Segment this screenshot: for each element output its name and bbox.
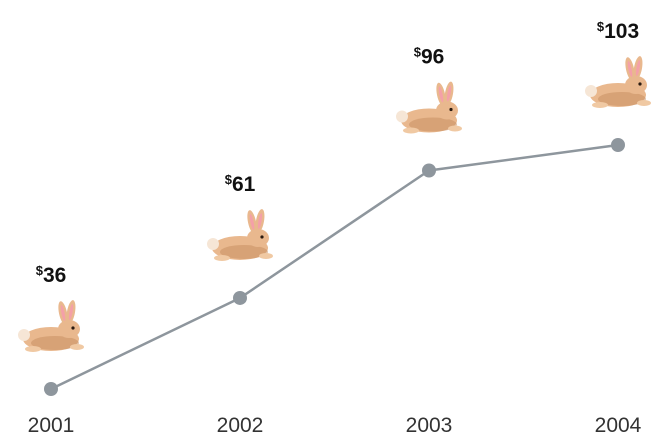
- rabbit-icon-shape: [396, 80, 462, 134]
- rabbit-icon: [207, 208, 273, 261]
- data-point: [233, 290, 247, 305]
- x-tick-label: 2002: [217, 414, 264, 437]
- data-label-value: 96: [421, 45, 444, 68]
- data-label-value: 36: [43, 264, 66, 287]
- rabbit-icon-shape: [18, 299, 84, 352]
- data-point: [422, 163, 436, 178]
- x-tick-label: 2001: [28, 414, 75, 437]
- series-line: [50, 143, 619, 391]
- data-label-currency: $: [414, 44, 422, 59]
- data-label: $96: [414, 44, 445, 68]
- data-label-value: 103: [604, 20, 639, 43]
- data-label-currency: $: [225, 172, 233, 187]
- data-label: $36: [36, 263, 67, 287]
- data-label: $61: [225, 172, 256, 196]
- x-tick-label: 2003: [406, 414, 453, 437]
- rabbit-icon: [585, 55, 651, 108]
- rabbit-icon-shape: [207, 208, 273, 261]
- data-label-currency: $: [597, 19, 605, 34]
- rabbit-icon: [18, 299, 84, 352]
- rabbit-icon-shape: [585, 55, 651, 108]
- data-label-value: 61: [232, 173, 256, 196]
- data-label-currency: $: [36, 263, 44, 278]
- data-point: [611, 138, 625, 152]
- x-tick-label: 2004: [595, 414, 642, 437]
- data-point: [44, 382, 58, 396]
- rabbit-icon: [396, 80, 462, 134]
- data-label: $103: [597, 19, 639, 43]
